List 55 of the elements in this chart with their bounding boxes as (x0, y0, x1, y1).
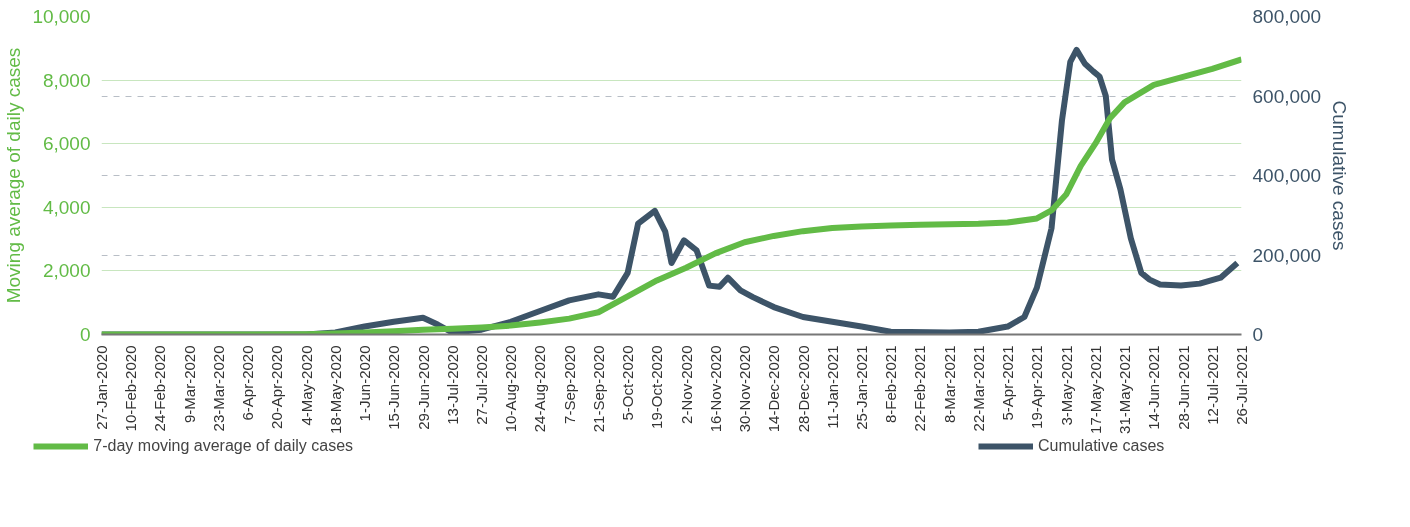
x-tick-label: 8-Feb-2021 (882, 345, 900, 424)
x-tick-label: 31-May-2021 (1116, 345, 1134, 434)
y-tick-label: 4,000 (42, 196, 91, 218)
y2-axis-title: Cumulative cases (1329, 100, 1351, 251)
x-tick-label: 22-Mar-2021 (969, 345, 987, 432)
x-tick-label: 21-Sep-2020 (589, 345, 607, 433)
y-tick-label: 0 (79, 324, 91, 345)
x-tick-label: 6-Apr-2020 (239, 345, 257, 421)
x-tick-label: 17-May-2021 (1086, 345, 1104, 434)
x-tick-label: 10-Aug-2020 (502, 345, 520, 433)
x-tick-label: 4-May-2020 (297, 345, 315, 426)
x-tick-label: 9-Mar-2020 (180, 345, 198, 424)
x-tick-label: 28-Jun-2021 (1174, 345, 1192, 430)
x-tick-label: 24-Feb-2020 (151, 345, 169, 432)
x-tick-label: 16-Nov-2020 (706, 345, 724, 433)
y2-tick-label: 200,000 (1252, 244, 1322, 266)
x-tick-label: 3-May-2021 (1057, 345, 1075, 426)
x-tick-label: 19-Apr-2021 (1028, 345, 1046, 429)
x-tick-label: 7-Sep-2020 (560, 345, 578, 424)
x-tick-label: 13-Jul-2020 (443, 345, 461, 425)
x-tick-label: 28-Dec-2020 (794, 345, 812, 433)
x-tick-label: 11-Jan-2021 (823, 345, 841, 429)
legend-label: 7-day moving average of daily cases (93, 437, 354, 455)
x-tick-label: 23-Mar-2020 (209, 345, 227, 432)
y2-tick-label: 0 (1252, 324, 1264, 345)
x-tick-label: 20-Apr-2020 (268, 345, 286, 429)
x-tick-label: 26-Jul-2021 (1233, 345, 1250, 425)
x-tick-label: 10-Feb-2020 (122, 345, 140, 432)
y2-tick-label: 600,000 (1252, 85, 1322, 107)
x-tick-label: 5-Apr-2021 (999, 345, 1017, 421)
y2-tick-label: 800,000 (1252, 6, 1322, 27)
x-tick-label: 1-Jun-2020 (356, 345, 374, 422)
x-tick-label: 27-Jul-2020 (473, 345, 490, 425)
x-tick-label: 14-Jun-2021 (1145, 345, 1163, 430)
x-tick-label: 29-Jun-2020 (414, 345, 432, 430)
x-tick-label: 2-Nov-2020 (677, 345, 695, 424)
x-tick-label: 27-Jan-2020 (93, 345, 110, 430)
x-tick-label: 8-Mar-2021 (940, 345, 958, 424)
x-tick-label: 15-Jun-2020 (385, 345, 403, 430)
x-tick-label: 12-Jul-2021 (1203, 345, 1221, 425)
x-tick-label: 22-Feb-2021 (911, 345, 929, 432)
legend-label: Cumulative cases (1038, 437, 1165, 455)
y2-tick-label: 400,000 (1252, 165, 1322, 186)
x-tick-label: 24-Aug-2020 (531, 345, 549, 433)
y-tick-label: 6,000 (42, 133, 91, 155)
y-tick-label: 8,000 (42, 69, 91, 91)
x-tick-label: 5-Oct-2020 (619, 345, 637, 421)
x-tick-label: 30-Nov-2020 (736, 345, 754, 433)
x-tick-label: 18-May-2020 (326, 345, 344, 434)
x-tick-label: 14-Dec-2020 (765, 345, 783, 433)
x-tick-label: 19-Oct-2020 (648, 345, 666, 429)
y-tick-label: 10,000 (32, 6, 91, 27)
y-tick-label: 2,000 (42, 260, 91, 282)
y-axis-title: Moving average of daily cases (3, 47, 25, 304)
x-tick-label: 25-Jan-2021 (853, 345, 870, 430)
